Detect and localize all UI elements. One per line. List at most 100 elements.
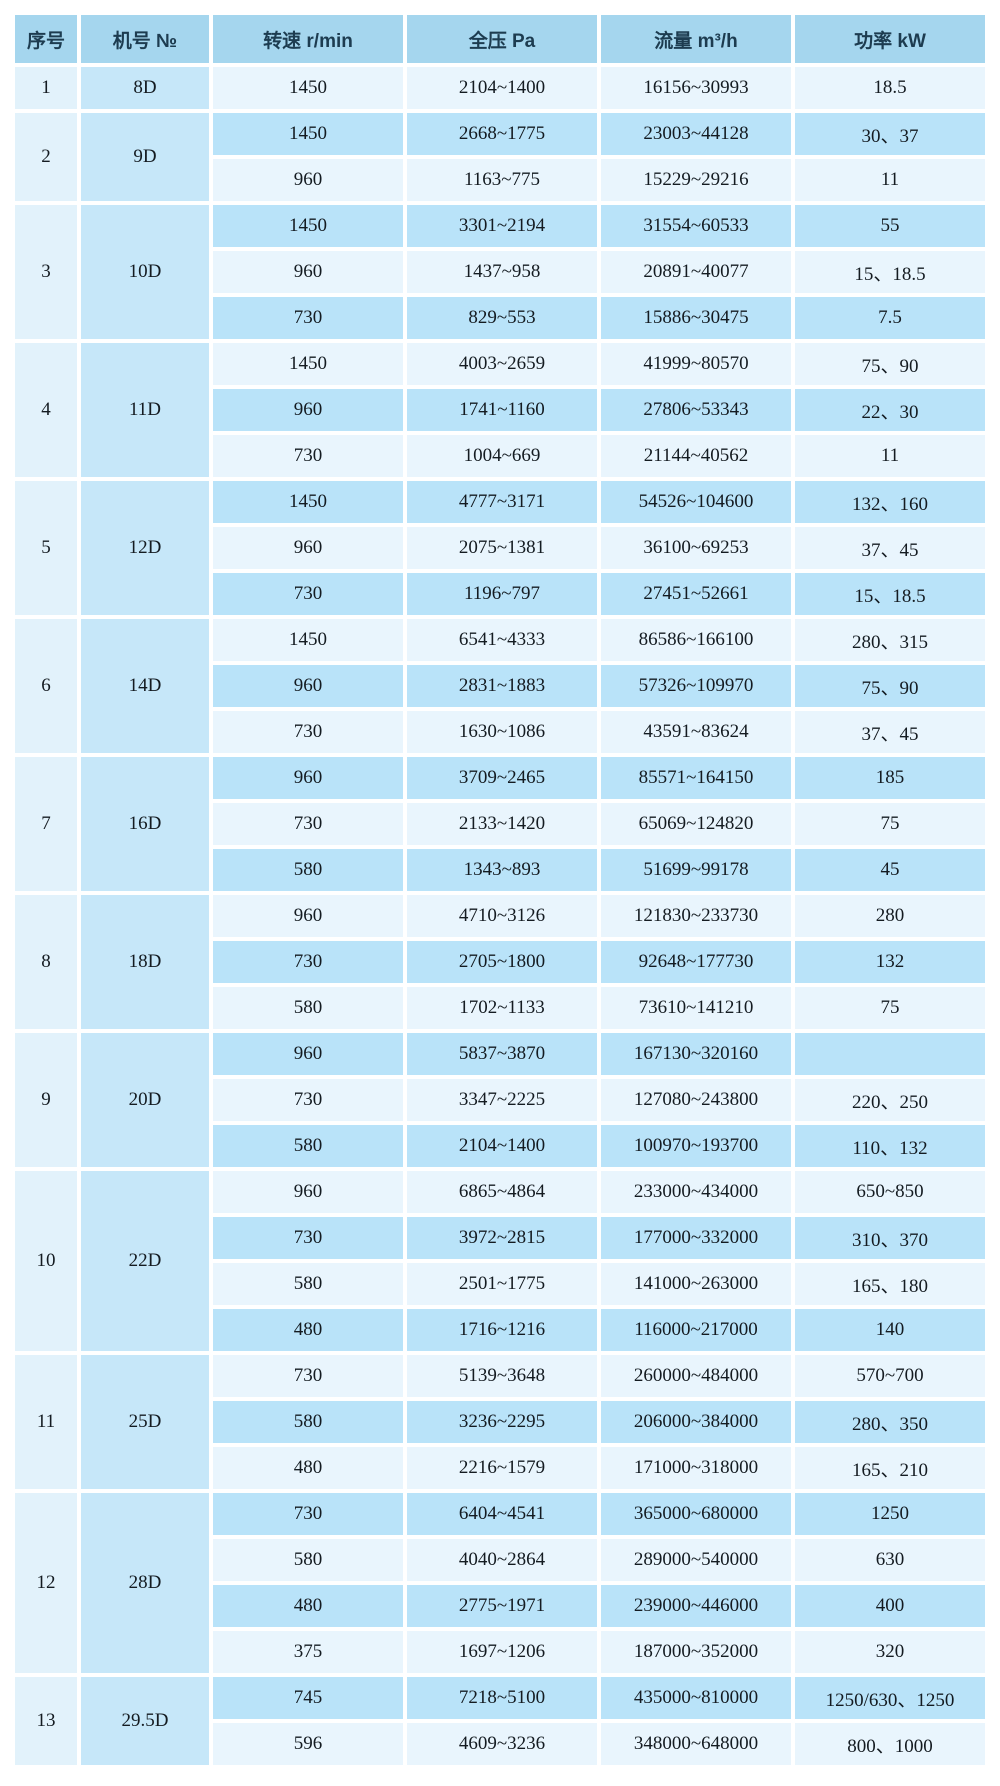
col-header-pressure: 全压 Pa bbox=[407, 15, 597, 63]
flow-cell: 167130~320160 bbox=[601, 1033, 791, 1075]
model-cell: 29.5D bbox=[81, 1677, 209, 1765]
model-cell: 16D bbox=[81, 757, 209, 891]
flow-cell: 206000~384000 bbox=[601, 1401, 791, 1443]
flow-cell: 187000~352000 bbox=[601, 1631, 791, 1673]
table-row: 1 8D 1450 2104~1400 16156~30993 18.5 bbox=[15, 67, 985, 109]
table-row: 580 4040~2864 289000~540000 630 bbox=[15, 1539, 985, 1581]
fan-spec-table: 序号 机号 № 转速 r/min 全压 Pa 流量 m³/h 功率 kW 1 8D… bbox=[11, 11, 989, 1769]
flow-cell: 43591~83624 bbox=[601, 711, 791, 753]
pressure-cell: 2831~1883 bbox=[407, 665, 597, 707]
model-cell: 8D bbox=[81, 67, 209, 109]
table-row: 3 10D 1450 3301~2194 31554~60533 55 bbox=[15, 205, 985, 339]
flow-cell: 23003~44128 bbox=[601, 113, 791, 155]
pressure-cell: 4710~3126 bbox=[407, 895, 597, 937]
pressure-cell: 4003~2659 bbox=[407, 343, 597, 385]
flow-cell: 31554~60533 bbox=[601, 205, 791, 247]
flow-cell: 27806~53343 bbox=[601, 389, 791, 431]
power-cell: 132、160 bbox=[795, 481, 985, 523]
serial-cell: 3 bbox=[15, 205, 77, 339]
pressure-cell: 1741~1160 bbox=[407, 389, 597, 431]
speed-cell: 580 bbox=[213, 1263, 403, 1305]
pressure-cell: 3347~2225 bbox=[407, 1079, 597, 1121]
power-cell: 75、90 bbox=[795, 665, 985, 707]
flow-cell: 21144~40562 bbox=[601, 435, 791, 477]
pressure-cell: 1716~1216 bbox=[407, 1309, 597, 1351]
serial-cell: 6 bbox=[15, 619, 77, 753]
speed-cell: 1450 bbox=[213, 205, 403, 247]
col-header-model: 机号 № bbox=[81, 15, 209, 63]
power-cell: 1250/630、1250 bbox=[795, 1677, 985, 1719]
speed-cell: 1450 bbox=[213, 481, 403, 523]
flow-cell: 16156~30993 bbox=[601, 67, 791, 109]
speed-cell: 480 bbox=[213, 1447, 403, 1489]
power-cell: 75 bbox=[795, 803, 985, 845]
pressure-cell: 2501~1775 bbox=[407, 1263, 597, 1305]
pressure-cell: 6865~4864 bbox=[407, 1171, 597, 1213]
model-cell: 22D bbox=[81, 1171, 209, 1351]
power-cell: 37、45 bbox=[795, 711, 985, 753]
power-cell: 140 bbox=[795, 1309, 985, 1351]
power-cell: 11 bbox=[795, 159, 985, 201]
power-cell: 165、210 bbox=[795, 1447, 985, 1489]
col-header-flow: 流量 m³/h bbox=[601, 15, 791, 63]
power-cell: 75、90 bbox=[795, 343, 985, 385]
pressure-cell: 7218~5100 bbox=[407, 1677, 597, 1719]
pressure-cell: 2133~1420 bbox=[407, 803, 597, 845]
pressure-cell: 2104~1400 bbox=[407, 1125, 597, 1167]
power-cell: 280、315 bbox=[795, 619, 985, 661]
serial-cell: 7 bbox=[15, 757, 77, 891]
flow-cell: 92648~177730 bbox=[601, 941, 791, 983]
speed-cell: 730 bbox=[213, 1493, 403, 1535]
pressure-cell: 1343~893 bbox=[407, 849, 597, 891]
speed-cell: 960 bbox=[213, 757, 403, 799]
flow-cell: 20891~40077 bbox=[601, 251, 791, 293]
table-row: 9 20D 960 5837~3870 167130~320160 bbox=[15, 1033, 985, 1167]
table-row: 480 2775~1971 239000~446000 400 bbox=[15, 1585, 985, 1627]
flow-cell: 171000~318000 bbox=[601, 1447, 791, 1489]
flow-cell: 57326~109970 bbox=[601, 665, 791, 707]
pressure-cell: 2104~1400 bbox=[407, 67, 597, 109]
speed-cell: 960 bbox=[213, 665, 403, 707]
table-row: 730 1004~669 21144~40562 11 bbox=[15, 435, 985, 477]
flow-cell: 435000~810000 bbox=[601, 1677, 791, 1719]
model-cell: 9D bbox=[81, 113, 209, 201]
table-row: 11 25D 730 5139~3648 260000~484000 570~700 bbox=[15, 1355, 985, 1489]
speed-cell: 960 bbox=[213, 159, 403, 201]
col-header-serial: 序号 bbox=[15, 15, 77, 63]
table-row: 596 4609~3236 348000~648000 800、1000 bbox=[15, 1723, 985, 1765]
table-row: 6 14D 1450 6541~4333 86586~166100 280、315 bbox=[15, 619, 985, 753]
model-cell: 28D bbox=[81, 1493, 209, 1673]
flow-cell: 121830~233730 bbox=[601, 895, 791, 937]
pressure-cell: 6404~4541 bbox=[407, 1493, 597, 1535]
flow-cell: 65069~124820 bbox=[601, 803, 791, 845]
pressure-cell: 4777~3171 bbox=[407, 481, 597, 523]
serial-cell: 1 bbox=[15, 67, 77, 109]
power-cell: 11 bbox=[795, 435, 985, 477]
serial-cell: 9 bbox=[15, 1033, 77, 1167]
table-row: 960 2831~1883 57326~109970 75、90 bbox=[15, 665, 985, 707]
pressure-cell: 2668~1775 bbox=[407, 113, 597, 155]
table-row: 580 1702~1133 73610~141210 75 bbox=[15, 987, 985, 1029]
pressure-cell: 1196~797 bbox=[407, 573, 597, 615]
pressure-cell: 1630~1086 bbox=[407, 711, 597, 753]
pressure-cell: 829~553 bbox=[407, 297, 597, 339]
table-row: 8 18D 960 4710~3126 121830~233730 280 bbox=[15, 895, 985, 1029]
pressure-cell: 3709~2465 bbox=[407, 757, 597, 799]
power-cell: 800、1000 bbox=[795, 1723, 985, 1765]
serial-cell: 10 bbox=[15, 1171, 77, 1351]
table-row: 960 1163~775 15229~29216 11 bbox=[15, 159, 985, 201]
serial-cell: 5 bbox=[15, 481, 77, 615]
power-cell: 570~700 bbox=[795, 1355, 985, 1397]
model-cell: 11D bbox=[81, 343, 209, 477]
power-cell: 630 bbox=[795, 1539, 985, 1581]
power-cell: 280、350 bbox=[795, 1401, 985, 1443]
speed-cell: 596 bbox=[213, 1723, 403, 1765]
pressure-cell: 4609~3236 bbox=[407, 1723, 597, 1765]
model-cell: 25D bbox=[81, 1355, 209, 1489]
table-row: 580 1343~893 51699~99178 45 bbox=[15, 849, 985, 891]
table-row: 730 3972~2815 177000~332000 310、370 bbox=[15, 1217, 985, 1259]
pressure-cell: 4040~2864 bbox=[407, 1539, 597, 1581]
power-cell: 110、132 bbox=[795, 1125, 985, 1167]
speed-cell: 960 bbox=[213, 1171, 403, 1213]
speed-cell: 580 bbox=[213, 1539, 403, 1581]
